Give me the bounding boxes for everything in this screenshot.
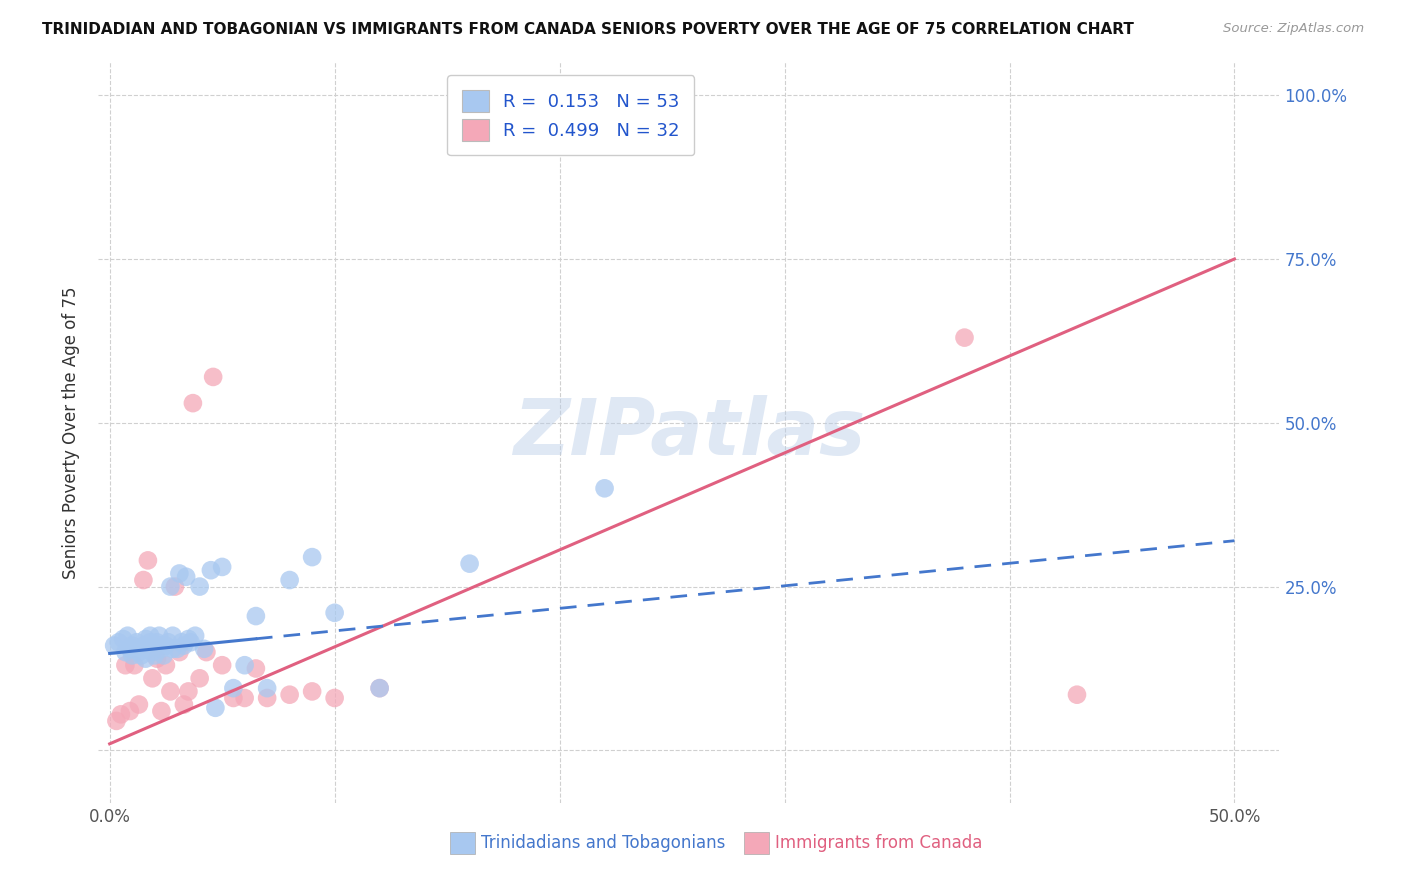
Point — [173, 698, 195, 712]
Point — [184, 629, 207, 643]
Point — [110, 707, 132, 722]
Y-axis label: Seniors Poverty Over the Age of 75: Seniors Poverty Over the Age of 75 — [62, 286, 80, 579]
Point — [245, 661, 267, 675]
Point — [117, 629, 139, 643]
Point — [135, 632, 157, 646]
Point — [593, 481, 616, 495]
Point — [143, 648, 166, 663]
Point — [200, 563, 222, 577]
Point — [195, 645, 218, 659]
Point — [152, 648, 174, 663]
Point — [162, 641, 184, 656]
Point — [129, 648, 152, 663]
Point — [118, 704, 141, 718]
Point — [188, 580, 211, 594]
Point — [458, 557, 481, 571]
Text: Trinidadians and Tobagonians: Trinidadians and Tobagonians — [481, 834, 725, 852]
Point — [181, 396, 204, 410]
Point — [148, 629, 170, 643]
Point — [368, 681, 391, 695]
Point — [233, 690, 256, 705]
Point — [211, 560, 233, 574]
Point — [146, 635, 169, 649]
Point — [233, 658, 256, 673]
Point — [121, 639, 143, 653]
Point — [278, 688, 301, 702]
Point — [112, 632, 135, 646]
Point — [105, 714, 128, 728]
Point — [323, 690, 346, 705]
Point — [128, 698, 150, 712]
Point — [193, 641, 215, 656]
Point — [278, 573, 301, 587]
Text: Immigrants from Canada: Immigrants from Canada — [775, 834, 983, 852]
Point — [245, 609, 267, 624]
Point — [180, 635, 202, 649]
Point — [301, 550, 323, 565]
Point — [256, 681, 278, 695]
Point — [103, 639, 125, 653]
Point — [173, 639, 195, 653]
Point — [174, 570, 197, 584]
Point — [136, 553, 159, 567]
Point — [155, 639, 177, 653]
Point — [125, 635, 148, 649]
Point — [177, 632, 200, 646]
Point — [256, 690, 278, 705]
Point — [368, 681, 391, 695]
Point — [1066, 688, 1088, 702]
Point — [124, 641, 146, 656]
Point — [202, 370, 225, 384]
Point — [121, 648, 143, 663]
Point — [222, 681, 245, 695]
Point — [188, 671, 211, 685]
Point — [163, 580, 186, 594]
Point — [204, 700, 226, 714]
Point — [114, 658, 136, 673]
Point — [211, 658, 233, 673]
Legend: R =  0.153   N = 53, R =  0.499   N = 32: R = 0.153 N = 53, R = 0.499 N = 32 — [447, 75, 695, 155]
Point — [141, 645, 163, 659]
Point — [169, 645, 191, 659]
Point — [169, 566, 191, 581]
Text: ZIPatlas: ZIPatlas — [513, 394, 865, 471]
Point — [132, 639, 155, 653]
Text: TRINIDADIAN AND TOBAGONIAN VS IMMIGRANTS FROM CANADA SENIORS POVERTY OVER THE AG: TRINIDADIAN AND TOBAGONIAN VS IMMIGRANTS… — [42, 22, 1135, 37]
Point — [135, 651, 157, 665]
Point — [107, 635, 129, 649]
Point — [166, 641, 188, 656]
Point — [159, 684, 181, 698]
Point — [953, 330, 976, 344]
Point — [141, 671, 163, 685]
Point — [301, 684, 323, 698]
Point — [124, 658, 146, 673]
Point — [177, 684, 200, 698]
Point — [118, 641, 141, 656]
Point — [146, 651, 169, 665]
Point — [114, 645, 136, 659]
Point — [136, 641, 159, 656]
Point — [157, 635, 180, 649]
Point — [150, 704, 173, 718]
Point — [159, 580, 181, 594]
Point — [132, 573, 155, 587]
Point — [170, 635, 193, 649]
Point — [162, 629, 184, 643]
Text: Source: ZipAtlas.com: Source: ZipAtlas.com — [1223, 22, 1364, 36]
Point — [139, 635, 162, 649]
Point — [155, 658, 177, 673]
Point — [128, 645, 150, 659]
Point — [139, 629, 162, 643]
Point — [222, 690, 245, 705]
Point — [150, 641, 173, 656]
Point — [323, 606, 346, 620]
Point — [148, 639, 170, 653]
